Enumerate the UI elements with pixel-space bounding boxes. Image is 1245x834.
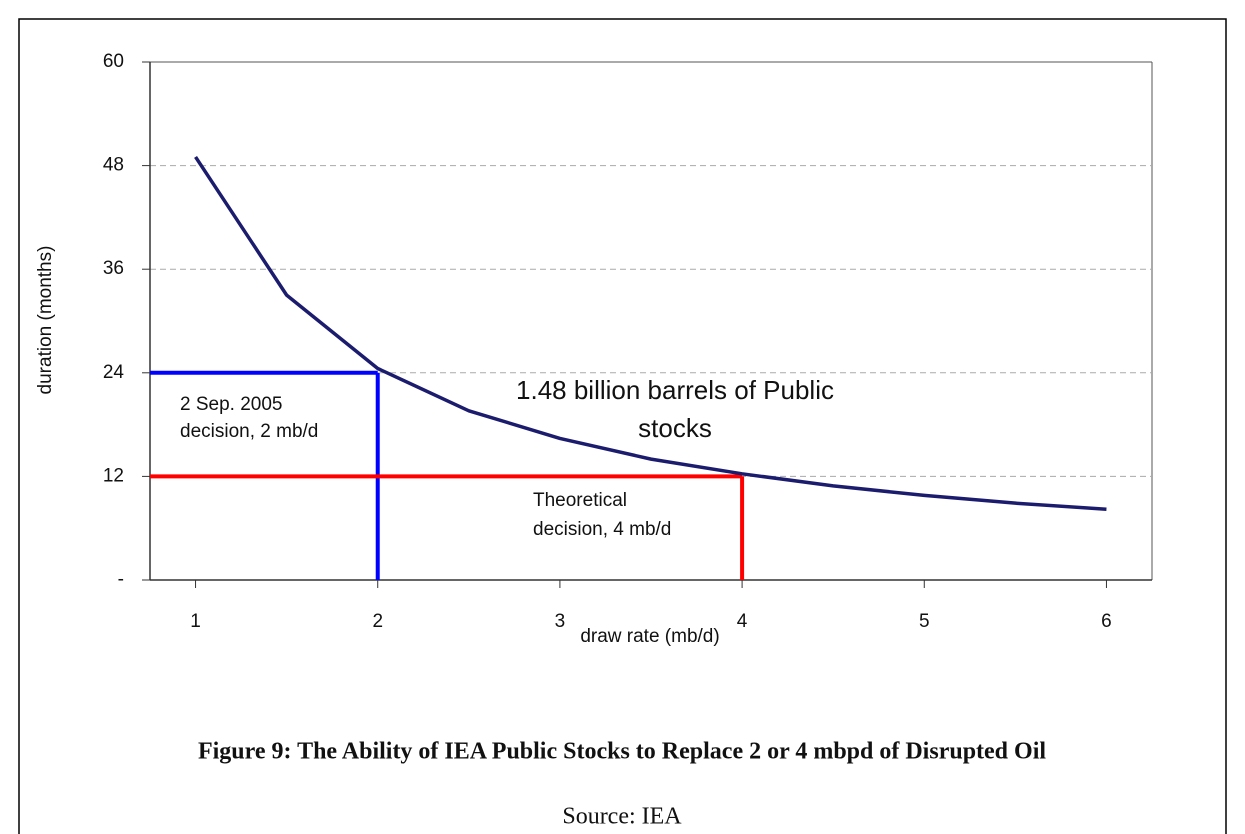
y-tick-label: 48: [103, 155, 124, 176]
x-tick-label: 4: [737, 611, 748, 632]
y-tick-label: 24: [103, 362, 125, 383]
caption: Figure 9: The Ability of IEA Public Stoc…: [198, 739, 1046, 765]
y-tick-label: 36: [103, 258, 124, 279]
annotation: 1.48 billion barrels of Public: [516, 375, 834, 405]
data-line: [194, 156, 1107, 511]
x-tick-label: 6: [1101, 611, 1112, 632]
x-axis-label: draw rate (mb/d): [580, 626, 719, 647]
y-tick-label: 12: [103, 465, 124, 486]
x-tick-label: 3: [555, 611, 566, 632]
y-tick-label: -: [118, 569, 124, 590]
x-tick-label: 1: [190, 611, 201, 632]
reference-label: Theoretical: [533, 490, 627, 511]
y-tick-label: 60: [103, 51, 124, 72]
x-tick-label: 5: [919, 611, 930, 632]
annotation: stocks: [638, 413, 712, 443]
y-axis-label: duration (months): [35, 246, 56, 395]
frame: [18, 18, 1227, 834]
reference-label: 2 Sep. 2005: [180, 394, 282, 415]
reference-label: decision, 2 mb/d: [180, 421, 318, 442]
x-tick-label: 2: [372, 611, 383, 632]
reference-label: decision, 4 mb/d: [533, 519, 671, 540]
source: Source: IEA: [562, 804, 682, 830]
